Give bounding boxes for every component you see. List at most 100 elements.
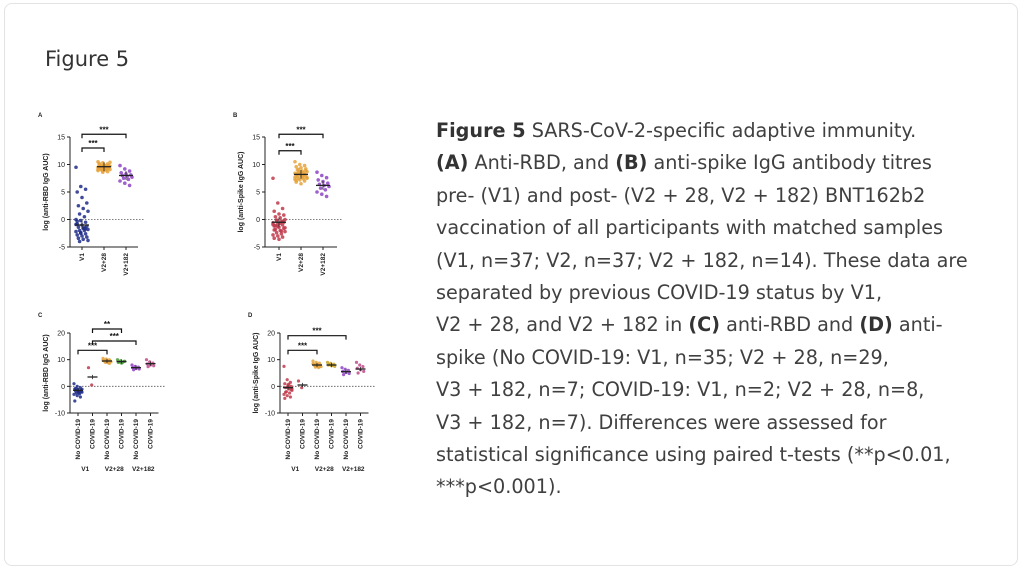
data-point <box>118 163 122 168</box>
x-tick-label: V2+182 <box>320 253 327 276</box>
data-point <box>83 227 88 231</box>
significance-bracket <box>77 349 108 355</box>
caption-bold-text: Figure 5 <box>436 119 526 142</box>
y-tick-label: 0 <box>61 217 65 224</box>
group-label: V2+182 <box>132 466 155 473</box>
significance-bracket <box>91 340 137 345</box>
data-point <box>81 206 85 211</box>
data-point <box>72 392 76 396</box>
caption-text: vaccination of all participants with mat… <box>436 216 944 240</box>
y-tick-label: 0 <box>271 384 275 391</box>
data-point <box>273 214 278 219</box>
caption-line: ***p<0.001). <box>436 471 996 503</box>
data-point <box>326 181 330 185</box>
caption-bold-text: (A) <box>436 151 469 175</box>
data-point <box>77 212 82 216</box>
data-point <box>108 167 112 172</box>
data-point <box>77 239 82 244</box>
significance-bracket <box>287 349 318 355</box>
caption-text: ***p<0.001). <box>436 475 562 499</box>
data-point <box>315 170 319 174</box>
data-point <box>274 230 279 235</box>
y-tick-label: 10 <box>267 357 275 364</box>
y-tick-label: -5 <box>59 245 65 252</box>
panel-c-chart: C -10 0 10 20 log (anti-RBD IgG AUC) No COVID-… <box>38 313 165 473</box>
caption-line: statistical significance using paired t-… <box>436 439 996 471</box>
y-axis-label: log (anti-Spike IgG AUC) <box>238 151 245 232</box>
significance-bracket <box>91 328 123 333</box>
x-tick-label: COVID-19 <box>358 419 365 449</box>
data-point <box>146 365 150 369</box>
data-point <box>283 229 287 234</box>
data-point <box>115 358 120 362</box>
figure-panels: A -5 0 5 10 15 log (anti-RBD IgG AUC) V1 V2+28 V2… <box>30 105 430 495</box>
data-point <box>323 188 328 192</box>
data-point <box>285 378 289 382</box>
group-label: V1 <box>291 466 299 473</box>
data-point <box>274 218 279 222</box>
caption-text: V3 + 182, n=7). Differences were assesse… <box>436 410 887 434</box>
data-point <box>277 237 281 242</box>
data-point <box>283 396 287 400</box>
y-tick-label: 20 <box>267 331 275 338</box>
data-point <box>283 225 287 230</box>
caption-line: Figure 5 SARS-CoV-2-specific adaptive im… <box>436 115 996 147</box>
significance-label: *** <box>99 125 109 134</box>
data-point <box>288 395 292 399</box>
data-point <box>78 395 82 399</box>
data-point <box>83 220 88 225</box>
data-point <box>342 373 346 377</box>
caption-line: (A) Anti-RBD, and (B) anti-spike IgG ant… <box>436 147 996 179</box>
y-tick-label: 10 <box>57 357 65 364</box>
data-point <box>144 358 149 362</box>
caption-line: spike (No COVID-19: V1, n=35; V2 + 28, n… <box>436 342 996 374</box>
caption-text: SARS-CoV-2-specific adaptive immunity. <box>525 119 917 142</box>
x-tick-label: COVID-19 <box>148 419 155 449</box>
group-label: V2+28 <box>105 466 124 473</box>
caption-line: V2 + 28, and V2 + 182 in (C) anti-RBD an… <box>436 309 996 341</box>
data-point <box>279 232 284 236</box>
data-point <box>277 212 281 216</box>
panel-letter: C <box>38 313 43 319</box>
significance-bracket <box>287 335 347 340</box>
caption-text: anti-spike IgG antibody titres <box>647 151 932 175</box>
data-point <box>80 195 84 200</box>
panel-d-chart: D -10 0 10 20 log (anti-Spike IgG AUC) No COVI… <box>248 313 375 473</box>
significance-bracket <box>278 133 324 139</box>
data-point <box>272 236 276 240</box>
y-tick-label: 0 <box>256 217 260 224</box>
caption-text: (V1, n=37; V2, n=37; V2 + 182, n=14). Th… <box>436 248 968 272</box>
panel-letter: B <box>233 113 238 119</box>
data-point <box>316 178 320 182</box>
y-axis-label: log (anti-RBD IgG AUC) <box>43 153 50 231</box>
caption-line: V3 + 182, n=7). Differences were assesse… <box>436 407 996 439</box>
x-tick-label: V2+182 <box>123 253 130 276</box>
caption-bold-text: (D) <box>859 313 893 337</box>
group-label: V2+182 <box>342 466 365 473</box>
caption-text: anti-RBD and <box>719 313 860 337</box>
caption-text: pre- (V1) and post- (V2 + 28, V2 + 182) … <box>436 183 926 207</box>
data-point <box>298 178 302 182</box>
figure-title: Figure 5 <box>45 47 130 71</box>
panel-letter: D <box>248 313 253 319</box>
panel-a-chart: A -5 0 5 10 15 log (anti-RBD IgG AUC) V1 V2+28 V2… <box>38 113 144 276</box>
data-point <box>305 176 309 181</box>
data-point <box>119 170 123 175</box>
data-point <box>324 175 329 180</box>
data-point <box>287 382 291 386</box>
data-point <box>272 209 276 214</box>
caption-line: V3 + 182, n=7; COVID-19: V1, n=2; V2 + 2… <box>436 374 996 406</box>
data-point <box>152 364 156 368</box>
data-point <box>356 371 360 375</box>
data-point <box>276 234 280 238</box>
figure-caption: Figure 5 SARS-CoV-2-specific adaptive im… <box>436 115 996 504</box>
x-tick-label: V1 <box>276 253 283 261</box>
y-tick-label: 15 <box>57 135 65 142</box>
caption-text: statistical significance using paired t-… <box>436 443 951 467</box>
significance-label: *** <box>110 332 120 341</box>
group-label: V2+28 <box>315 466 334 473</box>
data-point <box>283 382 287 386</box>
y-tick-label: 0 <box>61 384 65 391</box>
data-point <box>74 391 78 395</box>
caption-text: anti- <box>892 313 943 337</box>
